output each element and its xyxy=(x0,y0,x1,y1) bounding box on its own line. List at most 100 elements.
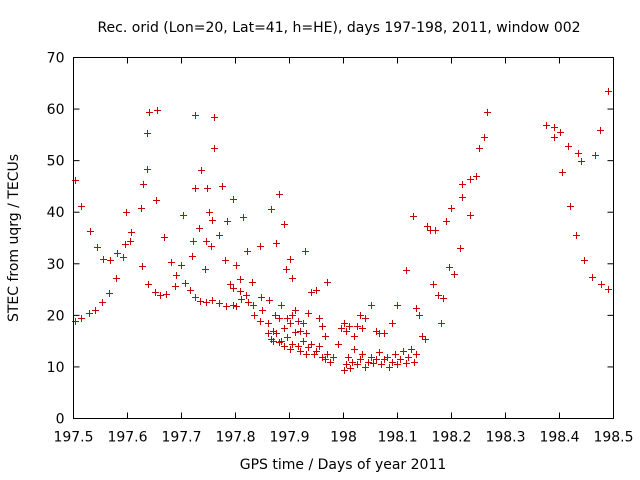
data-point xyxy=(400,348,407,355)
data-point xyxy=(389,359,396,366)
data-point xyxy=(196,225,203,232)
data-point xyxy=(378,361,385,368)
data-point xyxy=(459,194,466,201)
data-point xyxy=(222,257,229,264)
data-point xyxy=(192,294,199,301)
data-point xyxy=(266,297,273,304)
data-point xyxy=(283,266,290,273)
data-point xyxy=(230,285,237,292)
data-point xyxy=(86,310,93,317)
data-point xyxy=(257,243,264,250)
data-point xyxy=(330,354,337,361)
x-tick-label: 198 xyxy=(330,430,357,446)
data-point xyxy=(276,315,283,322)
data-point xyxy=(365,359,372,366)
data-point xyxy=(295,343,302,350)
x-axis: 197.5 197.6 197.7 197.8 197.9 198 198.1 198.2 19… xyxy=(53,57,634,446)
data-point xyxy=(78,315,85,322)
y-tick-label: 10 xyxy=(47,360,65,376)
y-tick-label: 70 xyxy=(47,51,65,67)
data-point xyxy=(403,360,410,367)
data-point xyxy=(244,248,251,255)
data-point xyxy=(394,302,401,309)
x-axis-label: GPS time / Days of year 2011 xyxy=(240,457,447,473)
data-point xyxy=(245,299,252,306)
data-point xyxy=(258,294,265,301)
y-tick-label: 20 xyxy=(47,308,65,324)
data-point xyxy=(457,245,464,252)
data-point xyxy=(413,351,420,358)
x-tick-label: 198.2 xyxy=(431,430,471,446)
data-point xyxy=(146,109,153,116)
data-point xyxy=(459,181,466,188)
data-point xyxy=(567,203,574,210)
data-point xyxy=(278,338,285,345)
data-point xyxy=(411,359,418,366)
data-point xyxy=(357,356,364,363)
data-point xyxy=(259,307,266,314)
data-point xyxy=(381,330,388,337)
data-point xyxy=(281,343,288,350)
data-point xyxy=(313,348,320,355)
data-point xyxy=(107,257,114,264)
data-point xyxy=(281,221,288,228)
data-point xyxy=(575,150,582,157)
data-point xyxy=(354,323,361,330)
data-point xyxy=(211,145,218,152)
data-point xyxy=(233,303,240,310)
data-point xyxy=(203,238,210,245)
data-point xyxy=(467,176,474,183)
data-point xyxy=(127,238,134,245)
x-tick-label: 198.5 xyxy=(593,430,633,446)
data-point xyxy=(92,307,99,314)
data-point xyxy=(392,351,399,358)
data-point xyxy=(557,129,564,136)
data-point xyxy=(443,218,450,225)
data-point xyxy=(295,318,302,325)
data-point xyxy=(203,299,210,306)
data-point xyxy=(138,205,145,212)
data-point xyxy=(140,181,147,188)
data-point xyxy=(578,158,585,165)
data-point xyxy=(268,206,275,213)
data-point xyxy=(250,302,257,309)
y-tick-label: 0 xyxy=(56,412,65,428)
data-point xyxy=(446,264,453,271)
data-point xyxy=(376,349,383,356)
y-tick-label: 60 xyxy=(47,102,65,118)
x-tick-label: 197.8 xyxy=(215,430,255,446)
data-point xyxy=(153,197,160,204)
x-tick-label: 197.6 xyxy=(107,430,147,446)
data-point xyxy=(308,289,315,296)
data-point xyxy=(368,354,375,361)
data-point xyxy=(287,346,294,353)
data-point xyxy=(297,328,304,335)
data-point xyxy=(370,360,377,367)
data-point xyxy=(389,320,396,327)
data-point xyxy=(189,253,196,260)
y-axis: 0 10 20 30 40 50 60 70 xyxy=(47,51,614,428)
data-point xyxy=(272,312,279,319)
data-point xyxy=(251,312,258,319)
data-point xyxy=(238,296,245,303)
data-point xyxy=(581,257,588,264)
data-point xyxy=(100,256,107,263)
data-point xyxy=(265,330,272,337)
data-point xyxy=(192,112,199,119)
data-point xyxy=(589,274,596,281)
data-point xyxy=(209,297,216,304)
data-point xyxy=(565,143,572,150)
data-point xyxy=(211,114,218,121)
data-point xyxy=(598,281,605,288)
data-point xyxy=(284,315,291,322)
y-tick-label: 50 xyxy=(47,154,65,170)
data-point xyxy=(438,320,445,327)
data-point xyxy=(302,248,309,255)
data-point xyxy=(559,169,566,176)
data-point xyxy=(204,185,211,192)
data-point xyxy=(605,88,612,95)
data-point xyxy=(410,213,417,220)
x-tick-label: 198.1 xyxy=(377,430,417,446)
data-point xyxy=(154,107,161,114)
data-point xyxy=(359,325,366,332)
